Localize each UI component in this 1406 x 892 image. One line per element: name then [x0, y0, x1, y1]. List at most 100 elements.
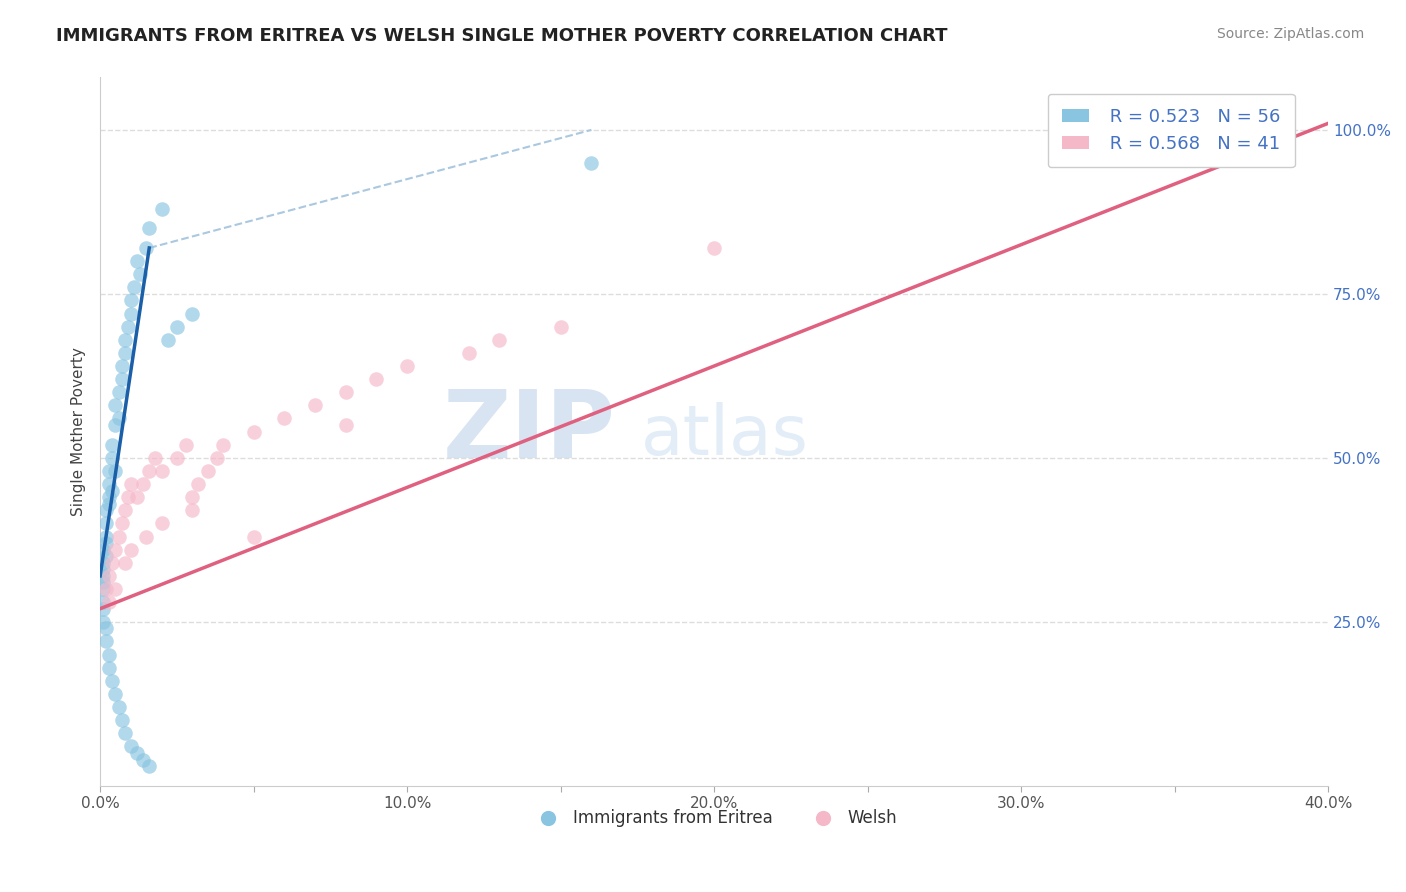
Point — [104, 687, 127, 701]
Text: Source: ZipAtlas.com: Source: ZipAtlas.com — [1216, 27, 1364, 41]
Point — [91, 601, 114, 615]
Point — [129, 267, 152, 281]
Point — [96, 549, 118, 564]
Point — [138, 221, 160, 235]
Point — [104, 398, 127, 412]
Point — [98, 648, 121, 662]
Point — [166, 450, 188, 465]
Point — [96, 530, 118, 544]
Point — [107, 530, 129, 544]
Point — [181, 503, 204, 517]
Point — [91, 595, 114, 609]
Point — [107, 700, 129, 714]
Point — [98, 569, 121, 583]
Point — [96, 516, 118, 531]
Point — [96, 582, 118, 596]
Point — [125, 746, 148, 760]
Point — [91, 575, 114, 590]
Point — [396, 359, 419, 373]
Point — [335, 385, 357, 400]
Point — [104, 418, 127, 433]
Point — [242, 530, 264, 544]
Point — [114, 503, 136, 517]
Point — [91, 615, 114, 629]
Point — [120, 307, 142, 321]
Point — [107, 385, 129, 400]
Point — [145, 450, 167, 465]
Point — [111, 359, 134, 373]
Legend: Immigrants from Eritrea, Welsh: Immigrants from Eritrea, Welsh — [524, 803, 904, 834]
Point — [96, 536, 118, 550]
Point — [98, 497, 121, 511]
Point — [111, 713, 134, 727]
Point — [135, 241, 157, 255]
Point — [101, 556, 124, 570]
Point — [98, 490, 121, 504]
Point — [335, 418, 357, 433]
Point — [101, 673, 124, 688]
Point — [91, 582, 114, 596]
Point — [101, 450, 124, 465]
Point — [550, 319, 572, 334]
Point — [91, 542, 114, 557]
Point — [98, 595, 121, 609]
Point — [197, 464, 219, 478]
Point — [150, 464, 173, 478]
Point — [114, 726, 136, 740]
Point — [104, 582, 127, 596]
Point — [91, 556, 114, 570]
Point — [101, 438, 124, 452]
Point — [122, 280, 145, 294]
Point — [156, 333, 179, 347]
Point — [273, 411, 295, 425]
Point — [98, 661, 121, 675]
Point — [120, 542, 142, 557]
Point — [212, 438, 235, 452]
Point — [104, 542, 127, 557]
Point — [125, 490, 148, 504]
Point — [120, 293, 142, 308]
Point — [166, 319, 188, 334]
Point — [117, 490, 139, 504]
Point — [488, 333, 510, 347]
Point — [117, 319, 139, 334]
Point — [114, 333, 136, 347]
Point — [96, 634, 118, 648]
Point — [114, 556, 136, 570]
Point — [181, 307, 204, 321]
Point — [132, 753, 155, 767]
Point — [187, 477, 209, 491]
Point — [242, 425, 264, 439]
Point — [703, 241, 725, 255]
Point — [125, 254, 148, 268]
Point — [304, 398, 326, 412]
Point — [111, 372, 134, 386]
Point — [1256, 123, 1278, 137]
Point — [96, 621, 118, 635]
Point — [457, 346, 479, 360]
Text: ZIP: ZIP — [443, 385, 616, 477]
Point — [120, 739, 142, 754]
Point — [132, 477, 155, 491]
Point — [107, 411, 129, 425]
Point — [120, 477, 142, 491]
Point — [96, 503, 118, 517]
Point — [101, 483, 124, 498]
Point — [111, 516, 134, 531]
Point — [135, 530, 157, 544]
Point — [98, 477, 121, 491]
Point — [138, 464, 160, 478]
Point — [138, 759, 160, 773]
Point — [366, 372, 388, 386]
Text: IMMIGRANTS FROM ERITREA VS WELSH SINGLE MOTHER POVERTY CORRELATION CHART: IMMIGRANTS FROM ERITREA VS WELSH SINGLE … — [56, 27, 948, 45]
Point — [150, 516, 173, 531]
Point — [174, 438, 197, 452]
Y-axis label: Single Mother Poverty: Single Mother Poverty — [72, 347, 86, 516]
Point — [104, 464, 127, 478]
Point — [150, 202, 173, 216]
Text: atlas: atlas — [641, 401, 808, 468]
Point — [91, 562, 114, 576]
Point — [581, 155, 603, 169]
Point — [114, 346, 136, 360]
Point — [98, 464, 121, 478]
